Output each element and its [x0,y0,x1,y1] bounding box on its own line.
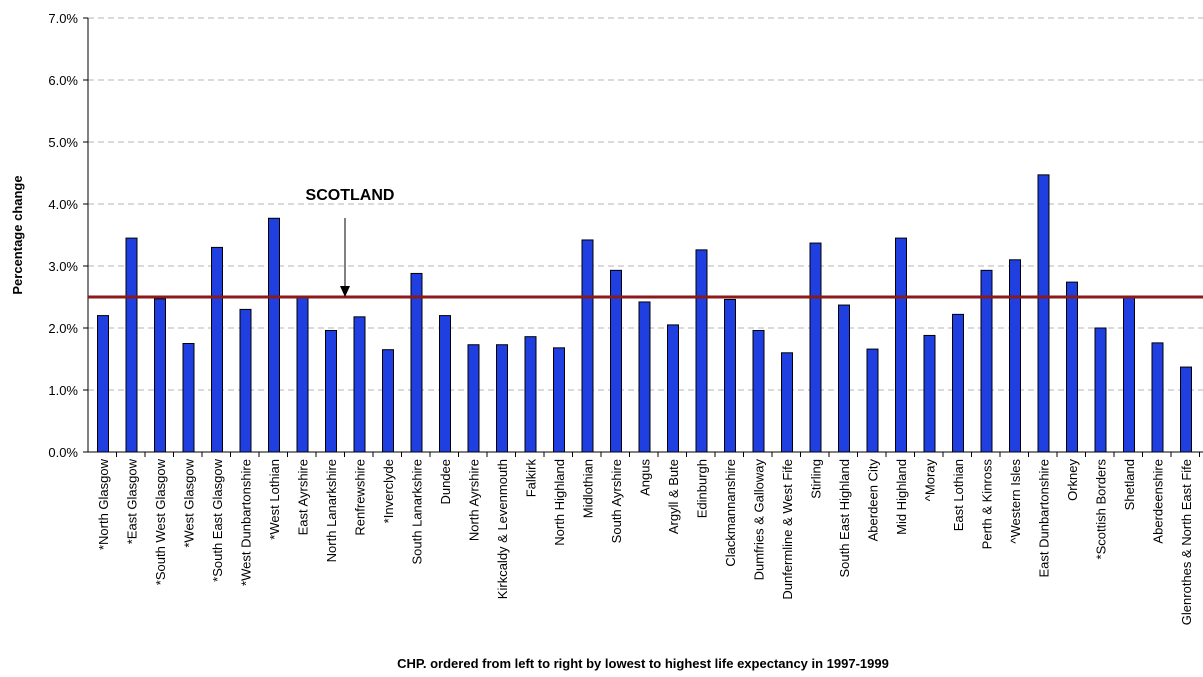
scotland-arrow-head [340,286,350,297]
y-tick-label: 0.0% [48,445,78,460]
bar [125,237,138,453]
bar [211,246,223,453]
bar [667,324,679,453]
y-tick-label: 2.0% [48,321,78,336]
bar [239,308,252,453]
x-tick-label: Dundee [438,459,453,505]
bar [1123,296,1135,453]
x-tick-label: East Ayrshire [296,459,311,535]
bar [325,329,337,453]
x-tick-label: Kirkcaldy & Levenmouth [495,459,510,599]
x-tick-label: Dumfries & Galloway [752,459,767,581]
x-tick-label: Perth & Kinross [980,459,995,550]
bar [496,344,508,453]
bar [382,349,394,453]
bar [923,334,936,453]
x-tick-label: *Inverclyde [381,459,396,523]
x-tick-label: Dunfermline & West Fife [780,459,795,600]
x-tick-label: Argyll & Bute [666,459,681,534]
y-axis-ticks: 0.0% 1.0% 2.0% 3.0% 4.0% 5.0% 6.0% 7.0% [48,11,88,460]
bar [1037,174,1050,453]
x-tick-label: *South East Glasgow [210,458,225,581]
bar [695,249,708,453]
x-tick-label: East Dunbartonshire [1037,459,1052,578]
bar [809,242,822,453]
y-tick-label: 4.0% [48,197,78,212]
bar [781,352,793,453]
x-tick-label: Clackmannanshire [723,459,738,567]
x-axis-title: CHP. ordered from left to right by lowes… [397,656,889,671]
x-tick-label: Falkirk [524,459,539,498]
x-tick-label: *Scottish Borders [1094,459,1109,560]
bar [1094,327,1107,453]
x-tick-label: Orkney [1065,459,1080,501]
x-tick-label: Glenrothes & North East Fife [1179,459,1194,625]
x-tick-label: Renfrewshire [353,459,368,536]
x-tick-label: Aberdeen City [866,459,881,542]
bar [752,329,765,453]
bar [1009,259,1021,453]
bar [154,298,166,453]
bar [895,237,907,453]
bar [97,315,109,453]
bar [724,298,736,453]
bars [97,174,1192,453]
y-tick-label: 6.0% [48,73,78,88]
y-tick-label: 5.0% [48,135,78,150]
x-tick-label: North Lanarkshire [324,459,339,562]
y-tick-label: 3.0% [48,259,78,274]
bar [638,301,651,453]
x-tick-label: South Ayrshire [609,459,624,543]
x-tick-label: *West Dunbartonshire [239,459,254,586]
bar [467,344,480,453]
x-tick-label: Mid Highland [894,459,909,535]
y-tick-label: 1.0% [48,383,78,398]
x-tick-label: Edinburgh [695,459,710,518]
bar [1066,281,1078,453]
x-tick-label: North Ayrshire [467,459,482,541]
bar [524,336,537,453]
x-tick-label: South Lanarkshire [410,459,425,565]
x-tick-label: Angus [638,459,653,496]
bar [439,315,451,453]
x-tick-label: South East Highland [837,459,852,578]
bar [553,347,565,453]
x-tick-label: *South West Glasgow [153,458,168,585]
bar [952,313,964,453]
bar [268,217,280,453]
x-axis-ticks: *North Glasgow *East Glasgow *South West G… [96,452,1200,625]
scotland-label: SCOTLAND [306,187,395,204]
bar [296,296,309,453]
x-tick-label: *West Lothian [267,459,282,540]
x-tick-label: North Highland [552,459,567,546]
y-axis-title: Percentage change [10,175,25,294]
x-tick-label: ^Western Isles [1008,459,1023,544]
bar [581,239,594,453]
x-tick-label: Aberdeenshire [1151,459,1166,544]
x-tick-label: Shetland [1122,459,1137,510]
x-tick-label: Stirling [809,459,824,499]
x-tick-label: *West Glasgow [182,458,197,547]
x-tick-label: *East Glasgow [125,458,140,544]
bar [353,316,366,453]
y-tick-label: 7.0% [48,11,78,26]
bar [1151,342,1164,453]
bar [410,272,423,453]
x-tick-label: East Lothian [951,459,966,531]
bar [1180,366,1192,453]
x-tick-label: ^Moray [923,459,938,502]
bar [182,343,195,453]
x-tick-label: Midlothian [581,459,596,518]
bar [838,304,850,453]
x-tick-label: *North Glasgow [96,458,111,550]
bar [866,348,879,453]
